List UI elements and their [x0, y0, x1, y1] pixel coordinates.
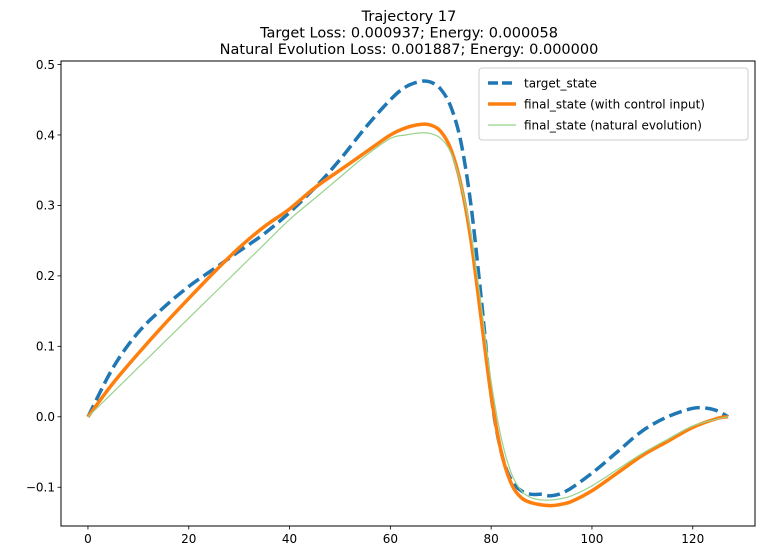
legend: target_state final_state (with control in…	[478, 67, 749, 141]
y-axis: −0.1 0.0 0.1 0.2 0.3 0.4 0.5	[26, 58, 61, 495]
series-line-1	[86, 79, 729, 498]
y-tick-label: 0.5	[36, 58, 55, 72]
y-tick-label: −0.1	[26, 481, 55, 495]
title-line-3: Natural Evolution Loss: 0.001887; Energy…	[220, 42, 599, 58]
x-tick-label: 80	[484, 532, 499, 546]
x-axis: 0 20 40 60 80 100 120	[84, 526, 704, 546]
y-tick-label: 0.2	[36, 269, 55, 283]
legend-entry: target_state	[524, 76, 597, 90]
x-tick-label: 100	[581, 532, 604, 546]
y-tick-label: 0.0	[36, 410, 55, 424]
title-line-1: Trajectory 17	[361, 9, 457, 25]
x-tick-label: 0	[84, 532, 92, 546]
x-tick-label: 120	[681, 532, 704, 546]
y-tick-label: 0.1	[36, 340, 55, 354]
legend-entry: final_state (natural evolution)	[524, 118, 702, 132]
y-tick-label: 0.3	[36, 199, 55, 213]
legend-entry: final_state (with control input)	[524, 97, 705, 111]
x-tick-label: 40	[282, 532, 297, 546]
legend-box	[478, 67, 749, 141]
chart-title: Trajectory 17 Target Loss: 0.000937; Ene…	[220, 9, 599, 58]
x-tick-label: 60	[383, 532, 398, 546]
axes-frame	[60, 60, 756, 527]
plot-area	[86, 79, 729, 508]
title-line-2: Target Loss: 0.000937; Energy: 0.000058	[259, 26, 558, 42]
series-line-3	[87, 132, 729, 501]
y-tick-label: 0.4	[36, 128, 55, 142]
x-tick-label: 20	[181, 532, 196, 546]
